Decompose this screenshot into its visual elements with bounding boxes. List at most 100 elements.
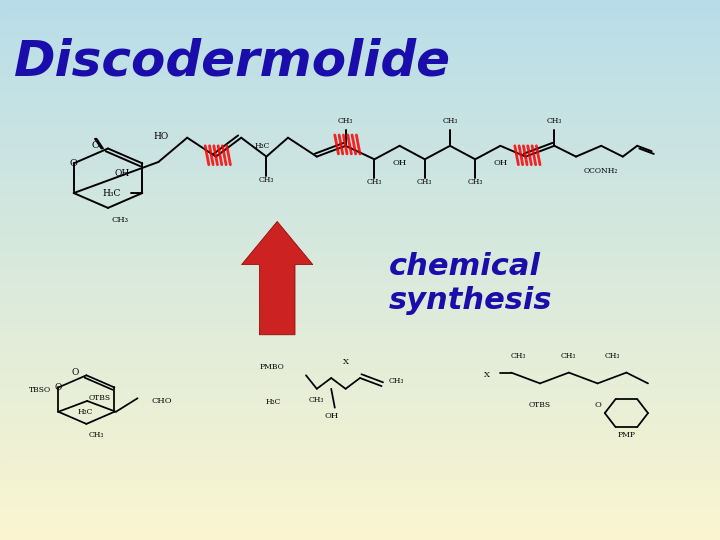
Bar (0, 148, 720, 151)
Bar (0, 14, 720, 16)
Bar (0, 446, 720, 448)
Text: CH₃: CH₃ (561, 353, 577, 360)
Bar (0, 173, 720, 176)
Text: CH₃: CH₃ (604, 353, 620, 360)
Bar (0, 526, 720, 529)
Bar (0, 105, 720, 108)
Bar (0, 313, 720, 316)
Bar (0, 62, 720, 65)
Bar (0, 505, 720, 508)
Bar (0, 491, 720, 494)
Text: Discodermolide: Discodermolide (14, 38, 451, 86)
Bar (0, 362, 720, 364)
Bar (0, 103, 720, 105)
Text: O: O (71, 368, 78, 377)
Bar (0, 464, 720, 467)
Text: HO: HO (154, 132, 169, 140)
Bar (0, 497, 720, 500)
Bar (0, 254, 720, 256)
Bar (0, 70, 720, 73)
Text: H₃C: H₃C (255, 142, 270, 150)
Bar (0, 319, 720, 321)
Bar (0, 132, 720, 135)
Bar (0, 94, 720, 97)
Bar (0, 124, 720, 127)
Bar (0, 205, 720, 208)
Bar (0, 40, 720, 43)
Bar (0, 467, 720, 470)
Bar (0, 259, 720, 262)
Bar (0, 92, 720, 94)
Bar (0, 59, 720, 62)
Bar (0, 292, 720, 294)
Bar (0, 192, 720, 194)
Bar (0, 354, 720, 356)
Bar (0, 273, 720, 275)
Bar (0, 459, 720, 462)
Bar (0, 424, 720, 427)
Text: CH₃: CH₃ (309, 396, 325, 403)
Bar (0, 489, 720, 491)
Bar (0, 472, 720, 475)
Bar (0, 122, 720, 124)
Bar (0, 346, 720, 348)
Bar (0, 19, 720, 22)
Bar (0, 16, 720, 19)
Bar (0, 24, 720, 27)
Bar (0, 219, 720, 221)
Bar (0, 165, 720, 167)
Bar (0, 483, 720, 486)
Bar (0, 65, 720, 68)
Bar (0, 3, 720, 5)
Bar (0, 35, 720, 38)
Bar (0, 246, 720, 248)
Bar (0, 427, 720, 429)
Bar (0, 238, 720, 240)
Bar (0, 157, 720, 159)
Bar (0, 116, 720, 119)
Bar (0, 97, 720, 100)
Bar (0, 262, 720, 265)
Bar (0, 332, 720, 335)
Bar (0, 324, 720, 327)
Text: PMBO: PMBO (259, 363, 284, 371)
Bar (0, 135, 720, 138)
Bar (0, 146, 720, 148)
Bar (0, 162, 720, 165)
Bar (0, 516, 720, 518)
Bar (0, 181, 720, 184)
Bar (0, 364, 720, 367)
Text: OTBS: OTBS (529, 401, 551, 409)
Text: H₃C: H₃C (78, 408, 93, 416)
Bar (0, 154, 720, 157)
Bar (0, 437, 720, 440)
Bar (0, 402, 720, 405)
Bar (0, 38, 720, 40)
Bar (0, 54, 720, 57)
Text: CH₃: CH₃ (338, 117, 354, 125)
Bar (0, 408, 720, 410)
Bar (0, 316, 720, 319)
Bar (0, 454, 720, 456)
Bar (0, 397, 720, 400)
Bar (0, 197, 720, 200)
Text: OH: OH (493, 159, 508, 167)
Bar (0, 405, 720, 408)
Bar (0, 240, 720, 243)
Bar (0, 46, 720, 49)
Bar (0, 294, 720, 297)
Bar (0, 170, 720, 173)
Bar (0, 432, 720, 435)
Bar (0, 86, 720, 89)
Bar (0, 351, 720, 354)
Bar (0, 224, 720, 227)
Bar (0, 451, 720, 454)
Bar (0, 202, 720, 205)
Bar (0, 329, 720, 332)
Bar (0, 211, 720, 213)
Bar (0, 243, 720, 246)
Bar (0, 111, 720, 113)
Bar (0, 267, 720, 270)
Bar (0, 359, 720, 362)
Bar (0, 481, 720, 483)
